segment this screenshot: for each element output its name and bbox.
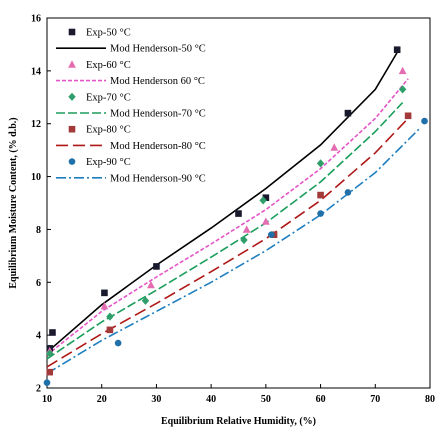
exp-90-c-point [43, 379, 51, 387]
x-tick-label: 50 [261, 394, 271, 405]
legend-item-exp-70-c: Exp-70 °C [68, 92, 131, 103]
exp-60-c-point [261, 217, 270, 225]
exp-90-c-point [317, 210, 324, 217]
legend-label: Mod Henderson-90 °C [110, 173, 206, 184]
exp-60-c-point [330, 143, 339, 151]
legend-label: Mod Henderson-80 °C [110, 141, 206, 152]
legend-item-exp-50-c: Exp-50 °C [68, 28, 131, 39]
exp-50-c-point [262, 194, 270, 202]
x-tick-label: 20 [97, 394, 107, 405]
exp-90-c-point [344, 189, 352, 196]
y-tick-label: 4 [36, 331, 41, 342]
exp-70-c-points [46, 85, 407, 358]
legend-swatch-marker [68, 60, 76, 68]
exp-90-c-points [43, 117, 428, 387]
legend-item-mod-henderson-50-c: Mod Henderson-50 °C [56, 44, 206, 55]
exp-60-c-point [242, 225, 251, 233]
x-tick-label: 80 [425, 394, 435, 405]
legend-label: Exp-60 °C [86, 60, 131, 71]
exp-70-c-point [240, 235, 248, 245]
series-points [43, 46, 428, 387]
legend-swatch-marker [68, 125, 76, 133]
exp-90-c-point [421, 117, 428, 125]
exp-80-c-point [317, 191, 324, 199]
y-axis-ticks: 2 4 6 8 10 12 14 16 [31, 14, 51, 395]
legend-label: Exp-50 °C [86, 28, 131, 39]
y-tick-label: 8 [36, 225, 41, 236]
exp-70-c-point [46, 349, 54, 358]
legend-item-mod-henderson-60-c: Mod Henderson 60 °C [56, 76, 205, 87]
exp-50-c-point [153, 263, 160, 270]
mod-henderson-60-c-line [46, 78, 409, 356]
exp-50-c-point [235, 210, 242, 217]
exp-70-c-point [259, 196, 267, 205]
exp-50-c-point [393, 46, 401, 54]
exp-50-c-point [344, 109, 352, 117]
exp-70-c-point [316, 159, 325, 168]
y-tick-label: 12 [31, 119, 41, 130]
exp-80-c-point [106, 326, 114, 334]
exp-80-c-point [404, 112, 412, 120]
y-tick-label: 16 [31, 14, 41, 25]
legend-swatch-marker [68, 92, 76, 101]
plot-border [46, 17, 431, 389]
legend-item-mod-henderson-70-c: Mod Henderson-70 °C [56, 109, 206, 120]
exp-60-c-point [398, 66, 407, 75]
legend-item-exp-80-c: Exp-80 °C [68, 125, 131, 136]
legend-label: Exp-80 °C [86, 125, 131, 136]
legend-item-mod-henderson-80-c: Mod Henderson-80 °C [56, 141, 206, 152]
exp-70-c-point [106, 312, 114, 321]
x-axis-title: Equilibrium Relative Humidity, (%) [161, 416, 316, 427]
legend-label: Exp-90 °C [86, 157, 131, 168]
y-tick-label: 14 [31, 66, 41, 77]
x-tick-label: 70 [370, 394, 380, 405]
exp-80-c-point [46, 368, 54, 376]
legend-item-mod-henderson-90-c: Mod Henderson-90 °C [56, 173, 206, 184]
legend-swatch-marker [68, 28, 76, 36]
exp-50-c-point [101, 289, 108, 297]
legend-label: Mod Henderson-70 °C [110, 109, 206, 120]
mod-henderson-50-c-line [46, 51, 398, 353]
legend-label: Mod Henderson-50 °C [110, 44, 206, 55]
legend-item-exp-60-c: Exp-60 °C [68, 60, 131, 71]
x-tick-label: 30 [151, 394, 161, 405]
x-tick-label: 10 [42, 394, 52, 405]
y-axis-title: Equilibrium Moisture Content, (% d.b.) [8, 117, 19, 288]
x-tick-label: 40 [206, 394, 216, 405]
exp-90-c-point [268, 231, 275, 239]
y-tick-label: 10 [31, 172, 41, 183]
legend: Exp-50 °C Mod Henderson-50 °C Exp-60 °C Mod… [56, 28, 206, 184]
legend-label: Exp-70 °C [86, 92, 131, 103]
exp-50-c-point [49, 329, 56, 336]
exp-90-c-point [114, 339, 122, 347]
y-tick-label: 6 [36, 278, 41, 289]
exp-70-c-point [398, 85, 407, 94]
mod-henderson-90-c-line [46, 128, 420, 375]
legend-swatch-marker [68, 158, 76, 165]
x-tick-label: 60 [316, 394, 326, 405]
x-axis-ticks: 10 20 30 40 50 60 70 80 [42, 384, 435, 405]
exp-70-c-point [141, 296, 150, 305]
y-tick-label: 2 [36, 384, 41, 395]
legend-label: Mod Henderson 60 °C [110, 76, 205, 87]
legend-item-exp-90-c: Exp-90 °C [68, 157, 131, 168]
exp-60-c-point [147, 280, 155, 289]
exp-60-c-point [100, 301, 109, 310]
plot-frame [46, 17, 431, 389]
